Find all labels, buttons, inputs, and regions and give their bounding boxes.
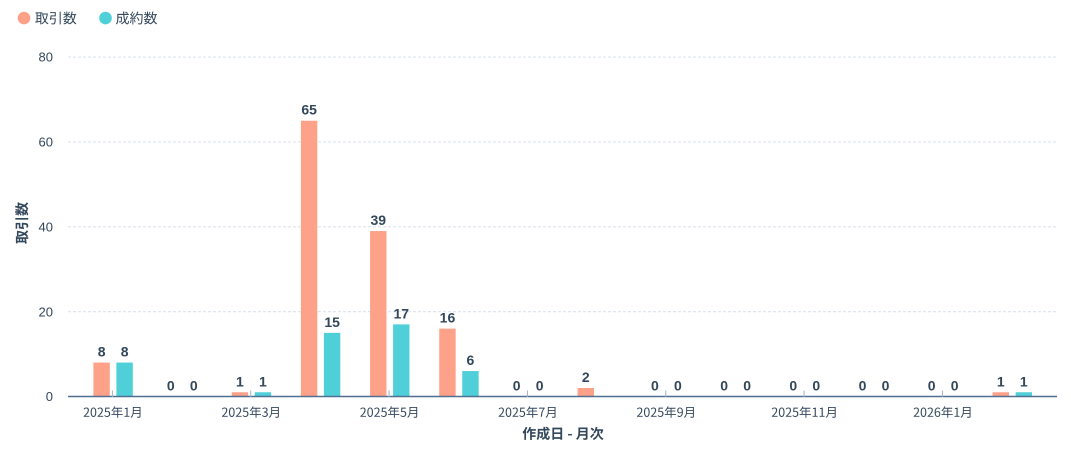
svg-text:0: 0 [536, 378, 544, 394]
svg-text:0: 0 [651, 378, 659, 394]
svg-text:6: 6 [467, 352, 475, 368]
svg-text:0: 0 [46, 389, 53, 404]
svg-text:1: 1 [997, 373, 1005, 389]
svg-text:15: 15 [324, 314, 340, 330]
svg-text:80: 80 [39, 50, 53, 65]
svg-text:8: 8 [121, 344, 129, 360]
svg-text:16: 16 [440, 310, 456, 326]
svg-text:0: 0 [190, 378, 198, 394]
svg-text:65: 65 [301, 102, 317, 118]
svg-text:0: 0 [859, 378, 867, 394]
svg-text:0: 0 [951, 378, 959, 394]
svg-text:1: 1 [236, 373, 244, 389]
svg-text:1: 1 [1020, 373, 1028, 389]
svg-text:0: 0 [167, 378, 175, 394]
svg-text:39: 39 [370, 212, 386, 228]
svg-text:0: 0 [513, 378, 521, 394]
svg-text:40: 40 [39, 219, 53, 234]
svg-text:20: 20 [39, 304, 53, 319]
svg-text:0: 0 [812, 378, 820, 394]
svg-text:0: 0 [882, 378, 890, 394]
svg-text:0: 0 [720, 378, 728, 394]
svg-text:2: 2 [582, 369, 590, 385]
svg-text:0: 0 [789, 378, 797, 394]
svg-text:1: 1 [259, 373, 267, 389]
svg-text:0: 0 [743, 378, 751, 394]
svg-text:8: 8 [98, 344, 106, 360]
svg-text:17: 17 [393, 305, 409, 321]
svg-text:60: 60 [39, 135, 53, 150]
svg-text:0: 0 [674, 378, 682, 394]
svg-text:0: 0 [928, 378, 936, 394]
